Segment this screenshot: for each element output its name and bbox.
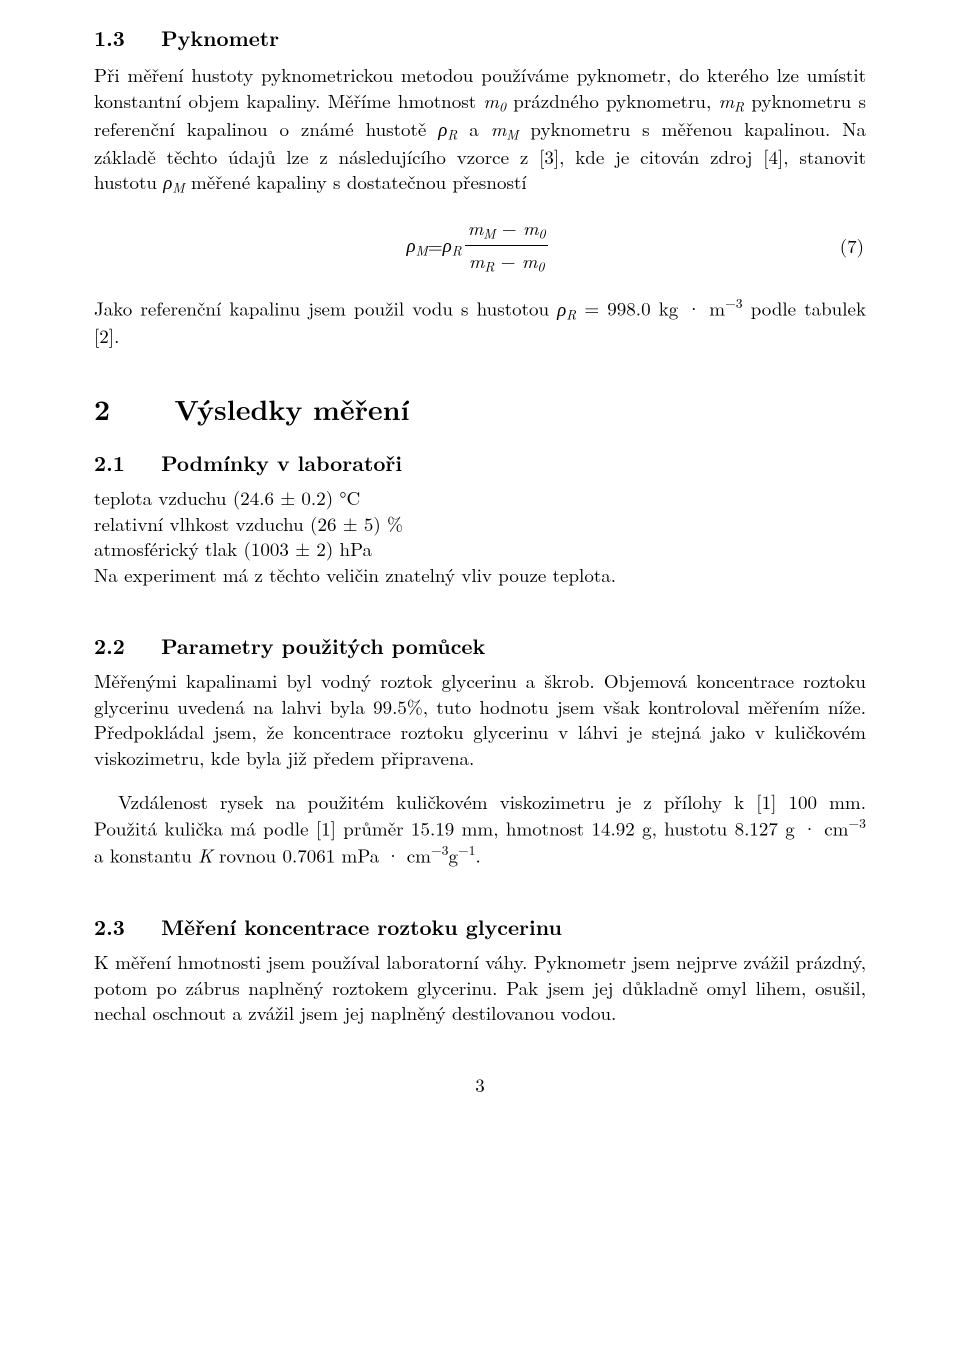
text: R (566, 304, 576, 323)
heading-number: 2.2 (94, 631, 125, 661)
text: 0 (499, 96, 506, 115)
heading-1-3: 1.3 Pyknometr (94, 24, 866, 52)
text: M (172, 178, 184, 197)
text: a konstantu (94, 842, 198, 869)
heading-2: 2 Výsledky měření (94, 391, 866, 429)
eq-lhs: ρM (406, 232, 427, 260)
page-number: 3 (94, 1072, 866, 1098)
condition-humidity: relativní vlhkost vzduchu (26 ± 5) % (94, 511, 866, 537)
text: rovnou 0.7061 mPa · cm (213, 842, 431, 869)
text: −3 (431, 840, 448, 859)
equation-7: ρM = ρR mM − m0 mR − m0 (7) (94, 215, 866, 276)
numerator: mM − m0 (464, 215, 550, 245)
var-mR: mR (719, 87, 745, 114)
condition-temperature: teplota vzduchu (24.6 ± 0.2) °C (94, 485, 866, 511)
text: ρ (406, 231, 415, 258)
denominator: mR − m0 (465, 245, 549, 276)
text: ρ (557, 295, 566, 322)
text: − (494, 247, 521, 274)
text: m (719, 87, 735, 114)
heading-title: Měření koncentrace roztoku glycerinu (161, 912, 562, 942)
text: R (484, 257, 494, 276)
text: m (483, 87, 499, 114)
text: měřené kapaliny s dostatečnou přesností (185, 168, 527, 195)
lab-conditions: teplota vzduchu (24.6 ± 0.2) °C relativn… (94, 485, 866, 588)
text: g (448, 842, 458, 869)
var-mM: mM (491, 115, 519, 142)
text: 0 (537, 257, 544, 276)
condition-note: Na experiment má z těchto veličin znatel… (94, 562, 866, 588)
fraction: mM − m0 mR − m0 (464, 215, 550, 276)
text: −3 (849, 813, 866, 832)
var-rhoR: ρR (557, 295, 576, 322)
text: ρ (443, 231, 452, 258)
heading-title: Podmínky v laboratoři (161, 448, 402, 478)
condition-pressure: atmosférický tlak (1003 ± 2) hPa (94, 536, 866, 562)
equals: = (428, 233, 443, 259)
text: Jako referenční kapalinu jsem použil vod… (94, 295, 557, 322)
heading-2-1: 2.1 Podmínky v laboratoři (94, 449, 866, 477)
text: −1 (458, 840, 475, 859)
var-K: K (198, 842, 213, 869)
text: m (491, 115, 507, 142)
text: M (483, 224, 495, 243)
paragraph-1-3-a: Při měření hustoty pyknometrickou metodo… (94, 62, 866, 197)
heading-title: Parametry použitých pomůcek (161, 631, 485, 661)
heading-number: 1.3 (94, 23, 125, 53)
text: R (452, 240, 462, 259)
text: M (416, 240, 428, 259)
text: 0 (539, 224, 546, 243)
text: m (469, 247, 485, 274)
text: −3 (725, 293, 742, 312)
text: R (447, 124, 457, 143)
paragraph-1-3-ref: Jako referenční kapalinu jsem použil vod… (94, 294, 866, 349)
text: m (468, 214, 484, 241)
paragraph-2-2-a: Měřenými kapalinami byl vodný roztok gly… (94, 668, 866, 771)
heading-number: 2.1 (94, 448, 125, 478)
text: m (523, 214, 539, 241)
heading-number: 2.3 (94, 912, 125, 942)
text: m (522, 247, 538, 274)
text: Vzdálenost rysek na použitém kuličkovém … (94, 788, 866, 842)
equation-body: ρM = ρR mM − m0 mR − m0 (406, 215, 551, 276)
text: = 998.0 kg · m (576, 295, 725, 322)
heading-2-3: 2.3 Měření koncentrace roztoku glycerinu (94, 913, 866, 941)
text: a (457, 115, 490, 142)
eq-rhoR: ρR (443, 232, 462, 260)
text: M (506, 124, 518, 143)
text: − (496, 214, 523, 241)
text: prázdného pyknometru, (506, 87, 719, 114)
text: R (734, 96, 744, 115)
equation-number: (7) (552, 233, 866, 259)
text: . (475, 842, 480, 869)
heading-title: Pyknometr (161, 23, 279, 53)
heading-number: 2 (94, 389, 110, 429)
heading-title: Výsledky měření (175, 389, 410, 429)
var-rhoM: ρM (163, 168, 184, 195)
paragraph-2-2-b: Vzdálenost rysek na použitém kuličkovém … (94, 789, 866, 869)
var-rhoR: ρR (438, 115, 457, 142)
var-m0: m0 (483, 87, 506, 114)
heading-2-2: 2.2 Parametry použitých pomůcek (94, 632, 866, 660)
paragraph-2-3: K měření hmotnosti jsem používal laborat… (94, 949, 866, 1026)
